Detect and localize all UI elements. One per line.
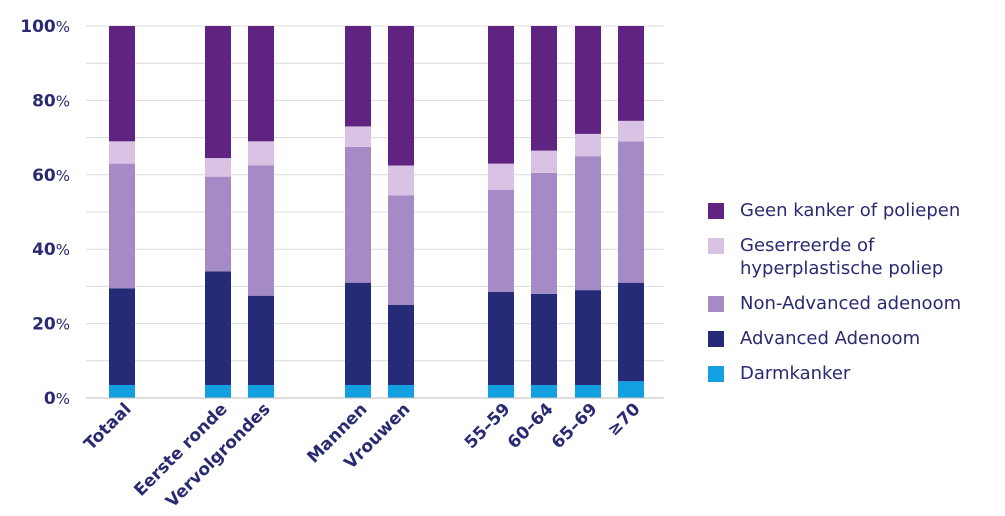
bar-segment	[618, 141, 644, 283]
legend: Geen kanker of poliepen Geserreerde of hyp…	[708, 199, 1005, 397]
legend-swatch	[708, 296, 724, 312]
bar-segment	[205, 26, 231, 159]
y-tick-label: 40%	[32, 240, 70, 260]
y-tick-unit: %	[56, 316, 70, 334]
legend-swatch	[708, 238, 724, 254]
bar-segment	[531, 384, 557, 398]
bar-segment	[109, 288, 135, 385]
y-tick-value: 0	[44, 389, 56, 409]
y-tick-unit: %	[56, 390, 70, 408]
y-tick-value: 100	[20, 17, 56, 37]
bar-segment	[205, 176, 231, 272]
bar-segment	[205, 158, 231, 177]
legend-item: Advanced Adenoom	[708, 327, 1005, 350]
y-tick-label: 60%	[32, 166, 70, 186]
legend-label: Advanced Adenoom	[740, 328, 921, 349]
bar-segment	[248, 384, 274, 398]
y-tick-unit: %	[56, 18, 70, 36]
bar-stack	[109, 26, 135, 398]
bar-segment	[205, 384, 231, 398]
bar-segment	[345, 282, 371, 385]
bars	[109, 26, 644, 398]
bar-segment	[109, 384, 135, 398]
x-tick-label: 60–64	[504, 399, 558, 453]
bar-segment	[388, 384, 414, 398]
bar-segment	[575, 384, 601, 398]
y-axis: 0%20%40%60%80%100%	[20, 17, 70, 409]
legend-item: Non-Advanced adenoom	[708, 292, 1005, 315]
legend-swatch	[708, 203, 724, 219]
bar-segment	[575, 133, 601, 157]
bar-segment	[109, 141, 135, 164]
bar-segment	[345, 384, 371, 398]
bar-stack	[531, 26, 557, 398]
bar-segment	[388, 26, 414, 166]
legend-label: hyperplastische poliep	[740, 258, 944, 279]
bar-stack	[248, 26, 274, 398]
bar-segment	[205, 271, 231, 385]
y-tick-unit: %	[56, 167, 70, 185]
gridlines	[86, 25, 664, 362]
y-tick-label: 0%	[44, 389, 70, 409]
bar-segment	[345, 146, 371, 283]
bar-segment	[248, 295, 274, 385]
legend-label: Geen kanker of poliepen	[740, 200, 961, 221]
bar-segment	[618, 381, 644, 398]
bar-segment	[531, 172, 557, 294]
bar-segment	[488, 291, 514, 385]
y-tick-unit: %	[56, 241, 70, 259]
x-tick-label: ≥70	[604, 399, 645, 440]
bar-segment	[488, 163, 514, 190]
y-tick-value: 40	[32, 240, 56, 260]
bar-segment	[575, 26, 601, 134]
bar-segment	[248, 26, 274, 142]
bar-segment	[618, 120, 644, 142]
bar-segment	[248, 165, 274, 296]
legend-item: Geen kanker of poliepen	[708, 199, 1005, 222]
bar-segment	[575, 290, 601, 385]
bar-segment	[109, 163, 135, 289]
legend-label: Non-Advanced adenoom	[740, 293, 962, 314]
bar-stack	[488, 26, 514, 398]
bar-segment	[388, 195, 414, 305]
bar-stack	[575, 26, 601, 398]
y-tick-label: 100%	[20, 17, 70, 37]
x-tick-label: Totaal	[80, 399, 135, 454]
bar-stack	[345, 26, 371, 398]
bar-segment	[618, 282, 644, 382]
x-tick-label: 55–59	[461, 399, 515, 453]
legend-swatch	[708, 331, 724, 347]
bar-segment	[388, 305, 414, 385]
bar-segment	[488, 384, 514, 398]
bar-segment	[618, 26, 644, 121]
y-tick-unit: %	[56, 92, 70, 110]
bar-segment	[345, 126, 371, 147]
bar-stack	[205, 26, 231, 398]
y-tick-label: 80%	[32, 91, 70, 111]
bar-segment	[575, 156, 601, 291]
bar-stack	[618, 26, 644, 398]
bar-segment	[109, 26, 135, 142]
bar-segment	[248, 141, 274, 166]
legend-item: Geserreerde of hyperplastische poliep	[708, 234, 1005, 280]
bar-segment	[531, 150, 557, 173]
y-tick-value: 20	[32, 315, 56, 335]
legend-label: Geserreerde of	[740, 235, 875, 256]
legend-swatch	[708, 366, 724, 382]
y-tick-value: 60	[32, 166, 56, 186]
legend-label: Darmkanker	[740, 363, 851, 384]
y-tick-value: 80	[32, 91, 56, 111]
bar-segment	[488, 26, 514, 164]
y-tick-label: 20%	[32, 315, 70, 335]
bar-segment	[388, 165, 414, 196]
x-tick-label: 65–69	[548, 399, 602, 453]
bar-segment	[531, 293, 557, 385]
legend-item: Darmkanker	[708, 362, 1005, 385]
bar-stack	[388, 26, 414, 398]
bar-segment	[345, 26, 371, 127]
bar-segment	[531, 26, 557, 151]
bar-segment	[488, 189, 514, 292]
